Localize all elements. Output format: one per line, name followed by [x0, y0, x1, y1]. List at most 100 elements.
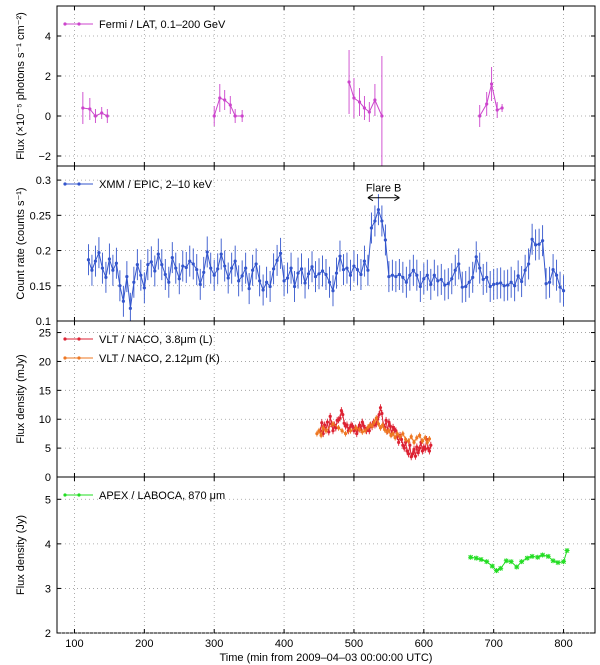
data-point	[387, 420, 391, 424]
data-point	[317, 429, 321, 433]
data-point	[506, 283, 510, 287]
data-point	[404, 437, 408, 442]
data-point	[218, 96, 222, 100]
y-tick-label: 20	[39, 356, 51, 368]
legend-marker	[77, 337, 81, 341]
data-point	[376, 208, 381, 212]
data-point	[228, 103, 232, 107]
data-point	[233, 259, 237, 263]
data-point	[380, 114, 384, 118]
data-point	[223, 98, 227, 102]
data-point	[338, 416, 342, 420]
data-point	[418, 446, 422, 450]
data-point	[321, 426, 325, 430]
y-tick-label: 3	[45, 583, 51, 595]
data-point	[237, 279, 241, 283]
data-point	[471, 275, 475, 279]
data-point	[251, 268, 255, 272]
data-point	[219, 252, 223, 256]
data-point	[355, 267, 360, 272]
data-point	[240, 114, 244, 118]
data-point	[534, 243, 538, 247]
y-axis-label: Flux (×10⁻⁵ photons s⁻¹ cm⁻²)	[15, 12, 27, 160]
data-point	[443, 283, 447, 287]
data-point	[128, 306, 132, 310]
panel-fermi: −2 0 2 4 Flux (×10⁻⁵ photons s⁻¹ cm⁻²) Fermi …	[15, 5, 596, 167]
data-point	[325, 420, 329, 424]
data-point	[495, 282, 499, 286]
data-point	[411, 452, 415, 456]
data-point	[340, 429, 344, 433]
data-point	[170, 255, 174, 260]
series-xmm-0	[86, 194, 566, 321]
data-point	[282, 279, 286, 283]
data-point	[500, 106, 504, 110]
data-point	[380, 423, 385, 427]
legend-marker	[77, 22, 81, 26]
data-point	[334, 271, 339, 275]
data-point	[360, 420, 364, 424]
legend-marker	[63, 22, 67, 26]
data-point	[111, 268, 115, 272]
data-point	[495, 108, 499, 112]
grid-lines	[57, 477, 595, 634]
x-axis-label: Time (min from 2009–04–03 00:00:00 UTC)	[220, 652, 433, 664]
data-point	[296, 271, 300, 275]
data-point	[436, 279, 440, 283]
data-point	[226, 276, 230, 280]
data-point	[275, 258, 279, 263]
legend-marker	[63, 182, 67, 186]
y-tick-label: 4	[45, 539, 51, 551]
data-point	[334, 426, 338, 430]
data-point	[550, 558, 556, 564]
data-point	[394, 275, 398, 279]
data-point	[153, 269, 157, 273]
data-point	[357, 423, 362, 427]
legend-marker	[63, 493, 67, 497]
y-tick-label: 4	[45, 31, 51, 43]
data-point	[254, 262, 258, 266]
data-point	[422, 445, 426, 449]
grid-lines	[57, 6, 595, 166]
y-tick-label: 25	[39, 328, 51, 340]
data-point	[323, 423, 327, 427]
data-point	[104, 275, 108, 279]
data-point	[558, 285, 562, 289]
y-tick-label: 0.1	[36, 316, 51, 328]
data-point	[485, 102, 489, 106]
data-point	[402, 446, 406, 450]
panel-xmm: 0.1 0.15 0.2 0.25 0.3 Count rate (counts s⁻¹)…	[15, 165, 596, 328]
data-point	[230, 266, 234, 270]
data-point	[427, 437, 432, 441]
data-point	[378, 406, 383, 410]
data-point	[352, 429, 356, 433]
data-point	[478, 114, 482, 118]
data-point	[100, 111, 104, 115]
series-vlt-1	[315, 415, 432, 446]
data-point	[341, 413, 345, 417]
data-point	[216, 267, 220, 271]
data-point	[373, 98, 377, 102]
legend-marker	[63, 356, 67, 360]
data-point	[352, 96, 356, 100]
legend-label: VLT / NACO, 2.12μm (K)	[99, 353, 220, 365]
data-point	[350, 424, 355, 428]
data-point	[114, 261, 118, 265]
y-tick-label: −2	[38, 151, 51, 163]
data-point	[399, 437, 404, 442]
data-point	[86, 258, 91, 262]
y-tick-label: 15	[39, 385, 51, 397]
data-point	[327, 280, 332, 284]
data-point	[205, 250, 209, 254]
data-point	[118, 284, 122, 288]
data-point	[319, 433, 323, 437]
data-point	[258, 279, 262, 283]
data-point	[415, 445, 419, 449]
data-point	[391, 425, 395, 429]
data-point	[374, 416, 378, 420]
data-point	[357, 100, 362, 104]
data-point	[478, 266, 482, 270]
data-point	[473, 555, 479, 561]
data-point	[406, 439, 411, 443]
data-point	[348, 273, 353, 277]
